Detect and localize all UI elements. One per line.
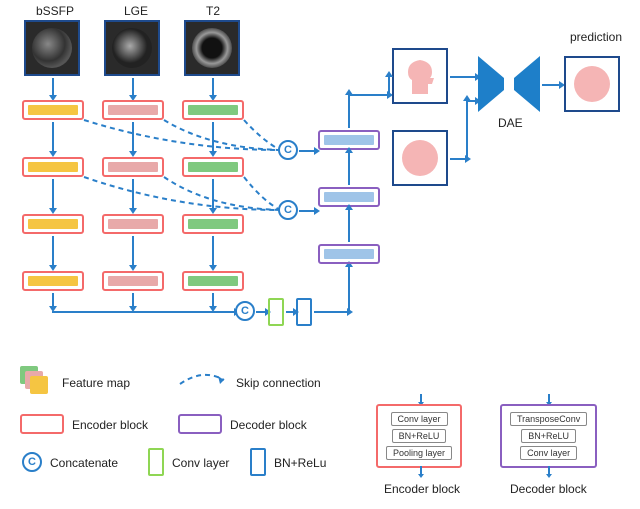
- enc-det-pool: Pooling layer: [386, 446, 452, 460]
- arr-e-12: [52, 179, 54, 209]
- arr-bn-up1: [314, 311, 348, 313]
- arrow-bssfp-in: [52, 78, 54, 96]
- legend-bnrelu-icon: [250, 448, 266, 476]
- enc-bssfp-4: [22, 271, 84, 291]
- arr-concat-conv: [256, 311, 266, 313]
- enc-detail-arr-in: [420, 394, 422, 402]
- enc-t2-3: [182, 214, 244, 234]
- arr-up-dec3: [348, 266, 350, 311]
- arr-dec-out-v: [348, 94, 350, 128]
- dec-det-conv: Conv layer: [520, 446, 577, 460]
- bottleneck-conv: [268, 298, 284, 326]
- dec-detail-arr-in: [548, 394, 550, 402]
- label-dae: DAE: [498, 116, 523, 130]
- dae-icon: [478, 56, 540, 112]
- shape-circle: [392, 130, 448, 186]
- arr-dec-out-h1: [348, 94, 388, 96]
- legend-bnrelu: BN+ReLu: [274, 456, 326, 470]
- legend-conv: Conv layer: [172, 456, 229, 470]
- arr-e-33: [212, 236, 214, 266]
- dec-3: [318, 244, 380, 264]
- arr-skip1-dec: [299, 150, 315, 152]
- shape-profile: [392, 48, 448, 104]
- legend-decoder-icon: [178, 414, 222, 434]
- arr-bottom-join: [52, 311, 235, 313]
- shape-prediction: [564, 56, 620, 112]
- legend-feature-map: Feature map: [62, 376, 130, 390]
- legend-concat-icon: C: [22, 452, 42, 472]
- bottleneck-bnrelu: [296, 298, 312, 326]
- arr-e-11: [52, 122, 54, 152]
- enc-lge-4: [102, 271, 164, 291]
- arr-e-21: [132, 122, 134, 152]
- enc-det-bn: BN+ReLU: [392, 429, 447, 443]
- label-bssfp: bSSFP: [36, 4, 74, 18]
- concat-skip-1: C: [278, 140, 298, 160]
- legend-skip: Skip connection: [236, 376, 321, 390]
- enc-t2-2: [182, 157, 244, 177]
- enc-lge-2: [102, 157, 164, 177]
- skip-1: [0, 0, 640, 340]
- legend-conv-icon: [148, 448, 164, 476]
- decoder-detail-label: Decoder block: [510, 482, 587, 496]
- label-lge: LGE: [124, 4, 148, 18]
- legend-encoder-icon: [20, 414, 64, 434]
- thumb-t2: [184, 20, 240, 76]
- enc-bssfp-1: [22, 100, 84, 120]
- enc-bssfp-3: [22, 214, 84, 234]
- thumb-lge: [104, 20, 160, 76]
- arr-skip2-dec: [299, 210, 315, 212]
- arr-dae-pred: [542, 84, 560, 86]
- arr-dec-21: [348, 152, 350, 185]
- thumb-bssfp: [24, 20, 80, 76]
- arr-e-13: [52, 236, 54, 266]
- legend-concat: Concatenate: [50, 456, 118, 470]
- dec-det-bn: BN+ReLU: [521, 429, 576, 443]
- legend-encoder: Encoder block: [72, 418, 148, 432]
- arr-shape2-up: [466, 100, 468, 158]
- encoder-detail-label: Encoder block: [384, 482, 460, 496]
- legend-decoder: Decoder block: [230, 418, 307, 432]
- arr-e-b3: [212, 293, 214, 307]
- legend-skip-icon: [178, 372, 228, 388]
- enc-det-conv: Conv layer: [391, 412, 448, 426]
- arr-dec-32: [348, 209, 350, 242]
- arr-e-23: [132, 236, 134, 266]
- arr-e-b2: [132, 293, 134, 307]
- concat-bottom: C: [235, 301, 255, 321]
- arrow-lge-in: [132, 78, 134, 96]
- enc-detail-arr-out: [420, 466, 422, 474]
- arrow-t2-in: [212, 78, 214, 96]
- enc-t2-4: [182, 271, 244, 291]
- encoder-detail: Conv layer BN+ReLU Pooling layer: [376, 404, 462, 468]
- label-prediction: prediction: [570, 30, 622, 44]
- enc-t2-1: [182, 100, 244, 120]
- arr-shape2-dae2: [466, 100, 476, 102]
- legend-feature-map-icon: [20, 366, 50, 396]
- enc-lge-3: [102, 214, 164, 234]
- concat-skip-2: C: [278, 200, 298, 220]
- decoder-detail: TransposeConv BN+ReLU Conv layer: [500, 404, 597, 468]
- arr-e-b1: [52, 293, 54, 307]
- enc-bssfp-2: [22, 157, 84, 177]
- arr-conv-bn: [286, 311, 294, 313]
- arr-shape2-dae: [450, 158, 466, 160]
- arr-out-to-shape: [388, 76, 390, 94]
- arr-shape1-dae: [450, 76, 476, 78]
- arr-e-32: [212, 179, 214, 209]
- label-t2: T2: [206, 4, 220, 18]
- arr-e-22: [132, 179, 134, 209]
- arr-e-31: [212, 122, 214, 152]
- enc-lge-1: [102, 100, 164, 120]
- dec-det-tconv: TransposeConv: [510, 412, 587, 426]
- dec-detail-arr-out: [548, 466, 550, 474]
